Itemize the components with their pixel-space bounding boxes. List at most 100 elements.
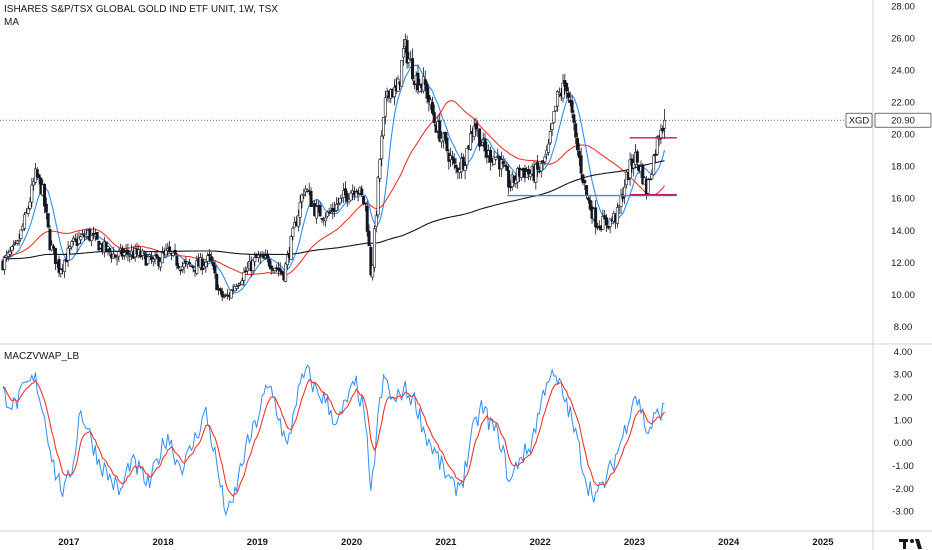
candle-body: [601, 216, 605, 230]
candle-body: [566, 92, 570, 98]
candle-body: [554, 105, 558, 112]
candle-body: [479, 144, 483, 147]
candle-body: [423, 79, 427, 86]
candle-body: [218, 288, 222, 291]
candle-body: [632, 162, 636, 169]
candle-body: [443, 132, 447, 140]
candle-body: [57, 259, 61, 273]
candle-body: [438, 120, 442, 142]
candle-body: [117, 251, 121, 257]
candle-body: [23, 214, 27, 229]
candle-body: [519, 169, 523, 178]
time-tick-label: 2024: [718, 537, 740, 548]
candle-body: [302, 194, 306, 196]
candle-body: [615, 207, 619, 224]
candle-body: [561, 82, 565, 99]
candle-body: [528, 173, 532, 177]
candle-body: [220, 290, 224, 297]
symbol-tag: XGD: [849, 116, 870, 127]
candle-body: [659, 130, 663, 140]
candle-body: [483, 138, 487, 152]
candle-body: [556, 91, 560, 107]
candle-body: [450, 156, 454, 160]
chart-title: ISHARES S&P/TSX GLOBAL GOLD IND ETF UNIT…: [4, 4, 278, 15]
candle-body: [505, 166, 509, 171]
candle-body: [427, 95, 431, 103]
symbol-tag-box: [845, 112, 873, 128]
candle-body: [606, 225, 610, 229]
price-tick-label: 26.00: [891, 33, 915, 44]
candle-body: [246, 267, 250, 272]
candle-body: [363, 202, 367, 205]
candle-body: [454, 164, 458, 168]
candle-body: [623, 186, 627, 198]
candle-body: [43, 183, 47, 207]
candle-body: [547, 143, 551, 153]
candle-body: [663, 119, 667, 129]
candle-body: [354, 191, 358, 198]
candle-body: [19, 229, 23, 239]
candle-body: [630, 158, 634, 167]
candle-body: [32, 181, 36, 186]
candle-body: [15, 240, 19, 244]
candle-body: [206, 255, 210, 262]
candle-body: [17, 240, 21, 243]
candle-body: [628, 159, 632, 179]
candle-body: [108, 248, 112, 253]
candle-body: [113, 254, 117, 258]
time-tick-label: 2025: [812, 537, 834, 548]
candle-body: [242, 272, 246, 281]
oscillator-tick-label: 1.00: [894, 415, 913, 426]
candle-body: [570, 100, 574, 113]
candle-body: [378, 159, 382, 179]
candle-body: [146, 256, 150, 264]
candle-body: [204, 261, 208, 268]
candle-body: [367, 230, 371, 247]
candle-body: [148, 254, 152, 257]
candle-body: [195, 260, 199, 274]
price-tick-label: 28.00: [891, 1, 915, 12]
candle-body: [188, 261, 192, 265]
candle-body: [383, 97, 387, 117]
candle-body: [653, 153, 657, 156]
candle-body: [552, 111, 556, 123]
candle-body: [586, 197, 590, 201]
candle-body: [91, 232, 95, 235]
candle-body: [537, 170, 541, 173]
candle-body: [95, 232, 99, 240]
candle-body: [382, 117, 386, 137]
candle-body: [46, 213, 50, 228]
candle-body: [240, 280, 244, 285]
price-tick-label: 22.00: [891, 98, 915, 109]
price-tag: 20.90: [891, 116, 915, 127]
candle-body: [12, 244, 16, 247]
oscillator-pane[interactable]: [2, 364, 665, 517]
candle-body: [189, 265, 193, 267]
candle-body: [472, 125, 476, 138]
candle-body: [81, 233, 85, 235]
price-pane[interactable]: [0, 33, 873, 302]
candle-body: [35, 169, 39, 178]
candle-body: [478, 128, 482, 147]
candle-body: [646, 179, 650, 194]
candle-body: [345, 193, 349, 202]
candle-body: [499, 159, 503, 170]
candle-body: [88, 229, 92, 241]
candle-body: [550, 123, 554, 130]
candle-body: [369, 247, 373, 276]
candle-body: [494, 157, 498, 160]
candle-body: [229, 290, 233, 299]
candle-body: [207, 253, 211, 256]
price-tag-box: [874, 112, 932, 128]
candle-body: [285, 254, 289, 266]
tradingview-logo-icon: [899, 539, 922, 549]
candle-body: [3, 257, 7, 270]
candle-body: [211, 262, 215, 266]
candle-body: [581, 174, 585, 183]
candle-body: [289, 236, 293, 260]
candle-body: [235, 286, 239, 289]
candle-body: [291, 227, 295, 237]
candle-body: [512, 175, 516, 183]
oscillator-tick-label: -3.00: [892, 507, 914, 518]
